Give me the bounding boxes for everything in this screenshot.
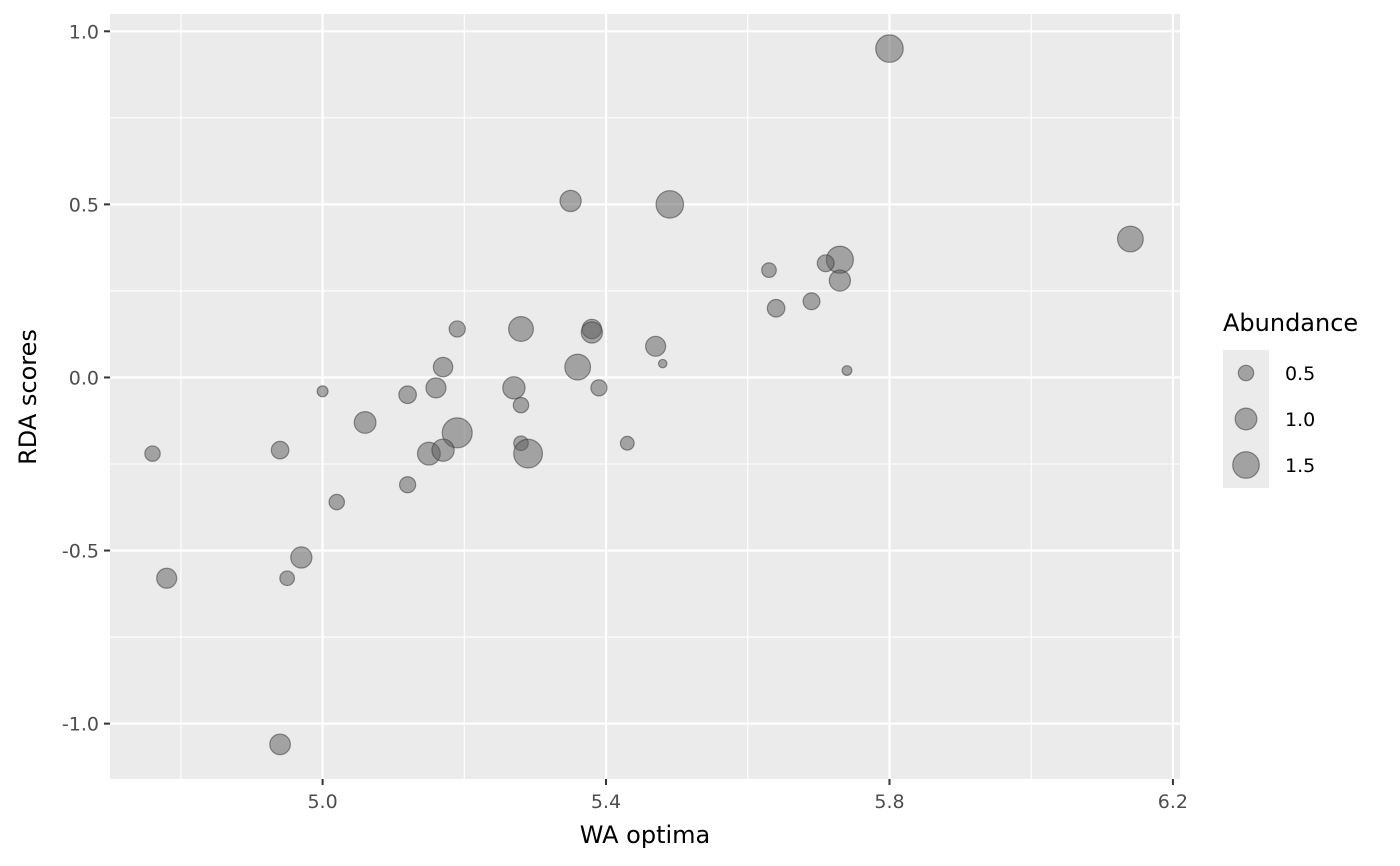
data-points [144, 34, 1144, 756]
data-point [441, 417, 473, 449]
y-tick-label: 0.5 [69, 194, 99, 216]
legend-key-symbol [1237, 364, 1255, 382]
legend-key-symbol [1234, 407, 1258, 431]
legend-key-label: 1.0 [1285, 409, 1315, 431]
data-point [156, 567, 178, 589]
x-tick-label: 5.0 [307, 791, 337, 813]
data-point [619, 435, 635, 451]
x-tick-label: 5.8 [874, 791, 904, 813]
data-point [816, 254, 835, 273]
y-tick-label: -0.5 [62, 541, 99, 563]
data-point [508, 316, 534, 342]
data-point [398, 385, 417, 405]
x-axis-title: WA optima [580, 821, 711, 849]
data-point [766, 298, 786, 318]
data-point [580, 321, 604, 344]
data-point [655, 190, 685, 219]
data-point [841, 365, 853, 376]
data-point [270, 440, 290, 460]
data-point [432, 356, 454, 378]
data-point [828, 269, 852, 292]
major-gridlines [110, 14, 1180, 779]
data-point [353, 411, 377, 434]
x-tick-label: 5.4 [591, 791, 621, 813]
data-point [1116, 225, 1144, 253]
legend-title: Abundance [1223, 309, 1358, 337]
y-tick-label: 0.0 [69, 367, 99, 389]
data-point [512, 396, 530, 414]
data-point [431, 438, 455, 462]
panel-background [110, 14, 1180, 779]
legend-key-label: 1.5 [1285, 455, 1315, 477]
data-point [564, 353, 592, 381]
data-point [657, 358, 668, 369]
data-point [513, 438, 544, 469]
data-point [559, 189, 582, 213]
data-point [761, 262, 777, 279]
data-point [645, 335, 667, 357]
data-point [802, 292, 821, 311]
legend: Abundance 0.5 1.0 1.5 [1223, 309, 1358, 488]
legend-key-symbol [1232, 451, 1260, 479]
x-axis: 5.0 5.4 5.8 6.2 [307, 779, 1188, 813]
legend-key-label: 0.5 [1285, 363, 1315, 385]
data-point [448, 320, 466, 338]
data-point [875, 34, 904, 63]
y-axis-title: RDA scores [14, 329, 42, 465]
data-point [144, 445, 161, 462]
data-point [328, 493, 346, 511]
data-point [269, 733, 291, 756]
data-point [290, 546, 313, 569]
data-point [316, 385, 329, 398]
data-point [279, 570, 296, 587]
data-point [425, 377, 447, 399]
y-tick-label: -1.0 [62, 714, 99, 736]
data-point [398, 476, 417, 494]
data-point [502, 376, 526, 400]
data-point [590, 379, 608, 397]
y-tick-label: 1.0 [69, 21, 99, 43]
x-tick-label: 6.2 [1158, 791, 1188, 813]
y-axis: 1.0 0.5 0.0 -0.5 -1.0 [62, 21, 110, 736]
minor-gridlines [110, 14, 1180, 779]
